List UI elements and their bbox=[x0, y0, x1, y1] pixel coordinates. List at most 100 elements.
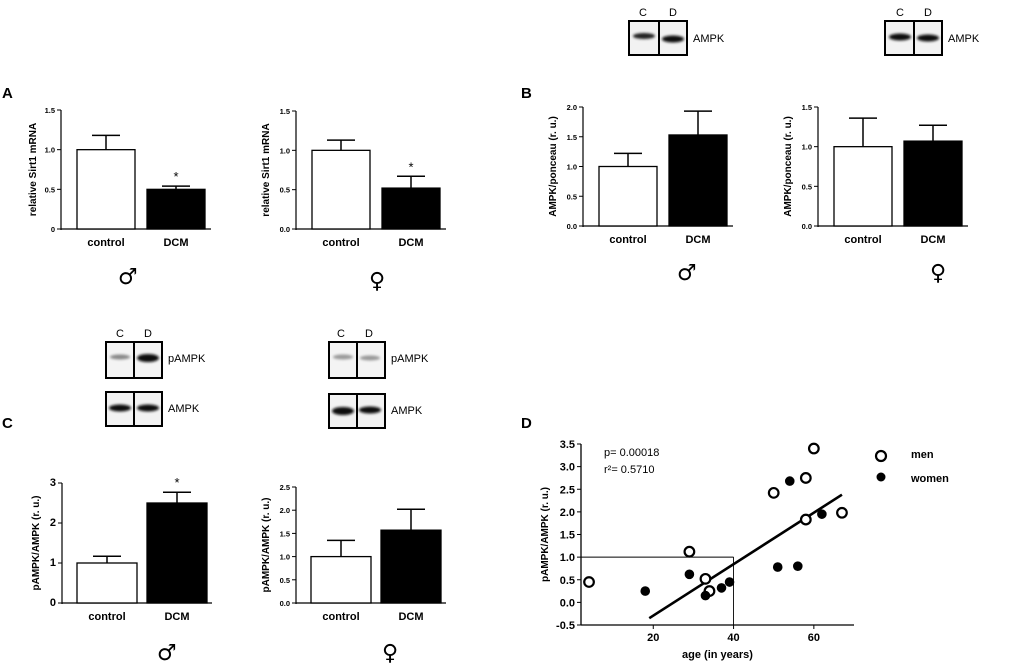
scatter-chart-d: -0.5 0.0 0.5 1.0 1.5 2.0 2.5 3.0 3.5 20 40 60 age (i… bbox=[540, 439, 854, 661]
y-axis-label: relative Sirt1 mRNA bbox=[261, 123, 272, 216]
female-symbol-b: ♀ bbox=[930, 261, 946, 286]
y-tick-label: 2.5 bbox=[280, 483, 290, 492]
blot-lane-d-label: D bbox=[924, 7, 932, 19]
bar-dcm bbox=[146, 188, 206, 230]
bar-dcm bbox=[668, 134, 728, 227]
significance-asterisk: * bbox=[173, 169, 178, 184]
bar-chart-b-female: 0.0 0.5 1.0 1.5 AMPK/ponceau (r. u.) control D… bbox=[783, 103, 968, 246]
y-tick-label: 0.5 bbox=[567, 192, 577, 201]
point-women bbox=[724, 577, 735, 587]
scatter-legend: men women bbox=[874, 449, 949, 485]
y-tick-label: 1.0 bbox=[280, 553, 290, 562]
blot-ampk-male-c: AMPK bbox=[105, 391, 200, 427]
p-value-annotation: p= 0.00018 bbox=[604, 447, 659, 459]
blot-ampk-male-b: C D AMPK bbox=[628, 7, 725, 56]
blot-lane-d-label: D bbox=[144, 328, 152, 340]
bar-chart-c-female: 0.0 0.5 1.0 1.5 2.0 2.5 pAMPK/AMPK (r. u.) cont… bbox=[261, 483, 446, 623]
y-tick-label: 0.0 bbox=[280, 599, 290, 608]
y-tick-label: 2.5 bbox=[560, 484, 575, 496]
point-men bbox=[799, 472, 812, 484]
blot-band bbox=[889, 33, 911, 41]
y-tick-label: 1.5 bbox=[802, 103, 812, 112]
blot-ampk-female-b: C D AMPK bbox=[884, 7, 980, 56]
point-women bbox=[772, 562, 783, 572]
legend-label-men: men bbox=[911, 449, 934, 461]
bar-control bbox=[598, 165, 658, 227]
y-axis-label: pAMPK/AMPK (r. u.) bbox=[540, 487, 551, 582]
blot-pampk-female-c: C D pAMPK bbox=[328, 328, 429, 379]
x-category-label: DCM bbox=[163, 237, 188, 249]
y-tick-label: 0 bbox=[51, 225, 55, 234]
blot-lane-c-label: C bbox=[639, 7, 647, 19]
x-category-label: DCM bbox=[398, 611, 423, 623]
blot-lane-c-label: C bbox=[337, 328, 345, 340]
blot-pampk-label: pAMPK bbox=[168, 353, 206, 365]
point-men bbox=[799, 513, 812, 526]
y-tick-label: 0.5 bbox=[45, 185, 55, 194]
blot-band bbox=[333, 354, 353, 360]
x-category-label: control bbox=[88, 611, 125, 623]
y-tick-label: 0.0 bbox=[560, 597, 575, 609]
panel-label-b: B bbox=[521, 85, 532, 102]
y-tick-label: 1.0 bbox=[45, 146, 55, 155]
y-tick-label: 3 bbox=[50, 477, 56, 489]
blot-lane-d-label: D bbox=[669, 7, 677, 19]
bar-control bbox=[76, 562, 138, 604]
blot-band bbox=[137, 404, 159, 412]
blot-ampk-female-c: AMPK bbox=[328, 393, 423, 429]
point-men bbox=[807, 442, 820, 455]
point-women bbox=[684, 569, 695, 580]
panel-label-d: D bbox=[521, 415, 532, 432]
point-women bbox=[716, 583, 727, 593]
blot-ampk-label: AMPK bbox=[391, 405, 423, 417]
blot-band bbox=[633, 33, 655, 39]
bar-control bbox=[311, 149, 371, 230]
y-tick-label: 0.0 bbox=[567, 222, 577, 231]
point-men bbox=[699, 572, 712, 585]
legend-marker-men bbox=[874, 449, 888, 463]
y-tick-label: 1 bbox=[50, 557, 56, 569]
legend-label-women: women bbox=[910, 473, 949, 485]
y-tick-label: 2.0 bbox=[280, 506, 290, 515]
blot-band bbox=[662, 35, 684, 43]
point-women bbox=[700, 590, 711, 601]
y-tick-label: 2 bbox=[50, 517, 56, 529]
blot-band bbox=[332, 407, 354, 415]
y-tick-label: 1.5 bbox=[567, 133, 577, 142]
point-women bbox=[792, 561, 803, 571]
bar-dcm bbox=[146, 502, 208, 604]
y-tick-label: 1.5 bbox=[280, 107, 290, 116]
y-tick-label: 1.0 bbox=[802, 143, 812, 152]
bar-chart-b-male: 0.0 0.5 1.0 1.5 2.0 AMPK/ponceau (r. u.) contr… bbox=[548, 103, 733, 246]
y-axis-label: AMPK/ponceau (r. u.) bbox=[548, 116, 559, 217]
blot-lane-c-label: C bbox=[896, 7, 904, 19]
point-men bbox=[683, 545, 696, 558]
panel-label-c: C bbox=[2, 415, 13, 432]
blot-pampk-male-c: C D pAMPK bbox=[105, 328, 206, 379]
point-men bbox=[836, 506, 848, 519]
female-symbol-a: ♀ bbox=[369, 269, 385, 294]
blot-ampk-label: AMPK bbox=[693, 33, 725, 45]
bar-control bbox=[833, 146, 893, 227]
r-squared-annotation: r²= 0.5710 bbox=[604, 464, 654, 476]
bar-chart-a-male: 0 0.5 1.0 1.5 relative Sirt1 mRNA control DCM * bbox=[28, 106, 211, 249]
y-tick-label: 0 bbox=[50, 597, 56, 609]
x-category-label: control bbox=[844, 234, 881, 246]
significance-asterisk: * bbox=[174, 475, 179, 490]
point-men bbox=[767, 486, 780, 499]
x-tick-label: 60 bbox=[808, 632, 820, 644]
blot-band bbox=[359, 406, 381, 414]
y-axis-label: pAMPK/AMPK (r. u.) bbox=[31, 496, 42, 591]
bar-control bbox=[76, 149, 136, 230]
x-category-label: DCM bbox=[398, 237, 423, 249]
y-tick-label: 0.0 bbox=[802, 222, 812, 231]
y-tick-label: 0.5 bbox=[280, 576, 290, 585]
blot-lane-c-label: C bbox=[116, 328, 124, 340]
bar-chart-c-male: 0 1 2 3 pAMPK/AMPK (r. u.) control DCM * bbox=[31, 475, 212, 623]
x-tick-label: 20 bbox=[647, 632, 659, 644]
y-tick-label: -0.5 bbox=[556, 620, 575, 632]
blot-band bbox=[360, 355, 380, 361]
y-axis-label: pAMPK/AMPK (r. u.) bbox=[261, 498, 272, 593]
blot-band bbox=[917, 34, 939, 42]
